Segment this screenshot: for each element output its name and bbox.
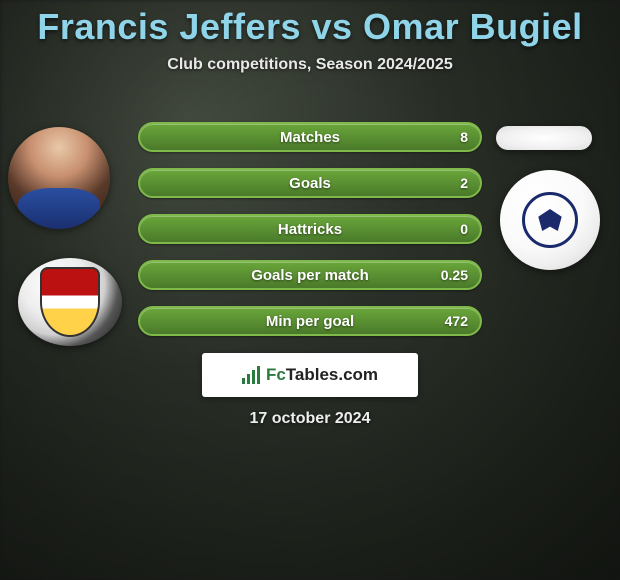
stat-label: Matches bbox=[140, 129, 480, 146]
crest-graphic bbox=[522, 192, 578, 248]
stat-row: Matches8 bbox=[138, 122, 482, 152]
stat-label: Min per goal bbox=[140, 313, 480, 330]
stat-label: Hattricks bbox=[140, 221, 480, 238]
comparison-card: Francis Jeffers vs Omar Bugiel Club comp… bbox=[0, 0, 620, 580]
stat-row: Goals per match0.25 bbox=[138, 260, 482, 290]
player-left-photo bbox=[8, 127, 110, 229]
brand-suffix: Tables.com bbox=[286, 365, 378, 384]
stat-row: Min per goal472 bbox=[138, 306, 482, 336]
stat-label: Goals bbox=[140, 175, 480, 192]
player-right-club-crest bbox=[500, 170, 600, 270]
brand-prefix: Fc bbox=[266, 365, 286, 384]
player-left-club-crest bbox=[18, 258, 122, 346]
content: Francis Jeffers vs Omar Bugiel Club comp… bbox=[0, 0, 620, 580]
stat-right-value: 8 bbox=[460, 129, 468, 145]
stat-row: Goals2 bbox=[138, 168, 482, 198]
brand-text: FcTables.com bbox=[266, 365, 378, 385]
bar-chart-icon bbox=[242, 366, 260, 384]
player-right-photo bbox=[496, 126, 592, 150]
crest-graphic bbox=[40, 267, 100, 337]
stat-right-value: 2 bbox=[460, 175, 468, 191]
page-subtitle: Club competitions, Season 2024/2025 bbox=[0, 56, 620, 74]
stat-right-value: 0.25 bbox=[441, 267, 468, 283]
stat-right-value: 0 bbox=[460, 221, 468, 237]
stat-label: Goals per match bbox=[140, 267, 480, 284]
stats-list: Matches8Goals2Hattricks0Goals per match0… bbox=[138, 122, 482, 352]
stat-row: Hattricks0 bbox=[138, 214, 482, 244]
page-title: Francis Jeffers vs Omar Bugiel bbox=[0, 0, 620, 48]
stat-right-value: 472 bbox=[445, 313, 468, 329]
brand-banner: FcTables.com bbox=[202, 353, 418, 397]
crest-icon bbox=[537, 209, 563, 231]
date-line: 17 october 2024 bbox=[0, 410, 620, 428]
